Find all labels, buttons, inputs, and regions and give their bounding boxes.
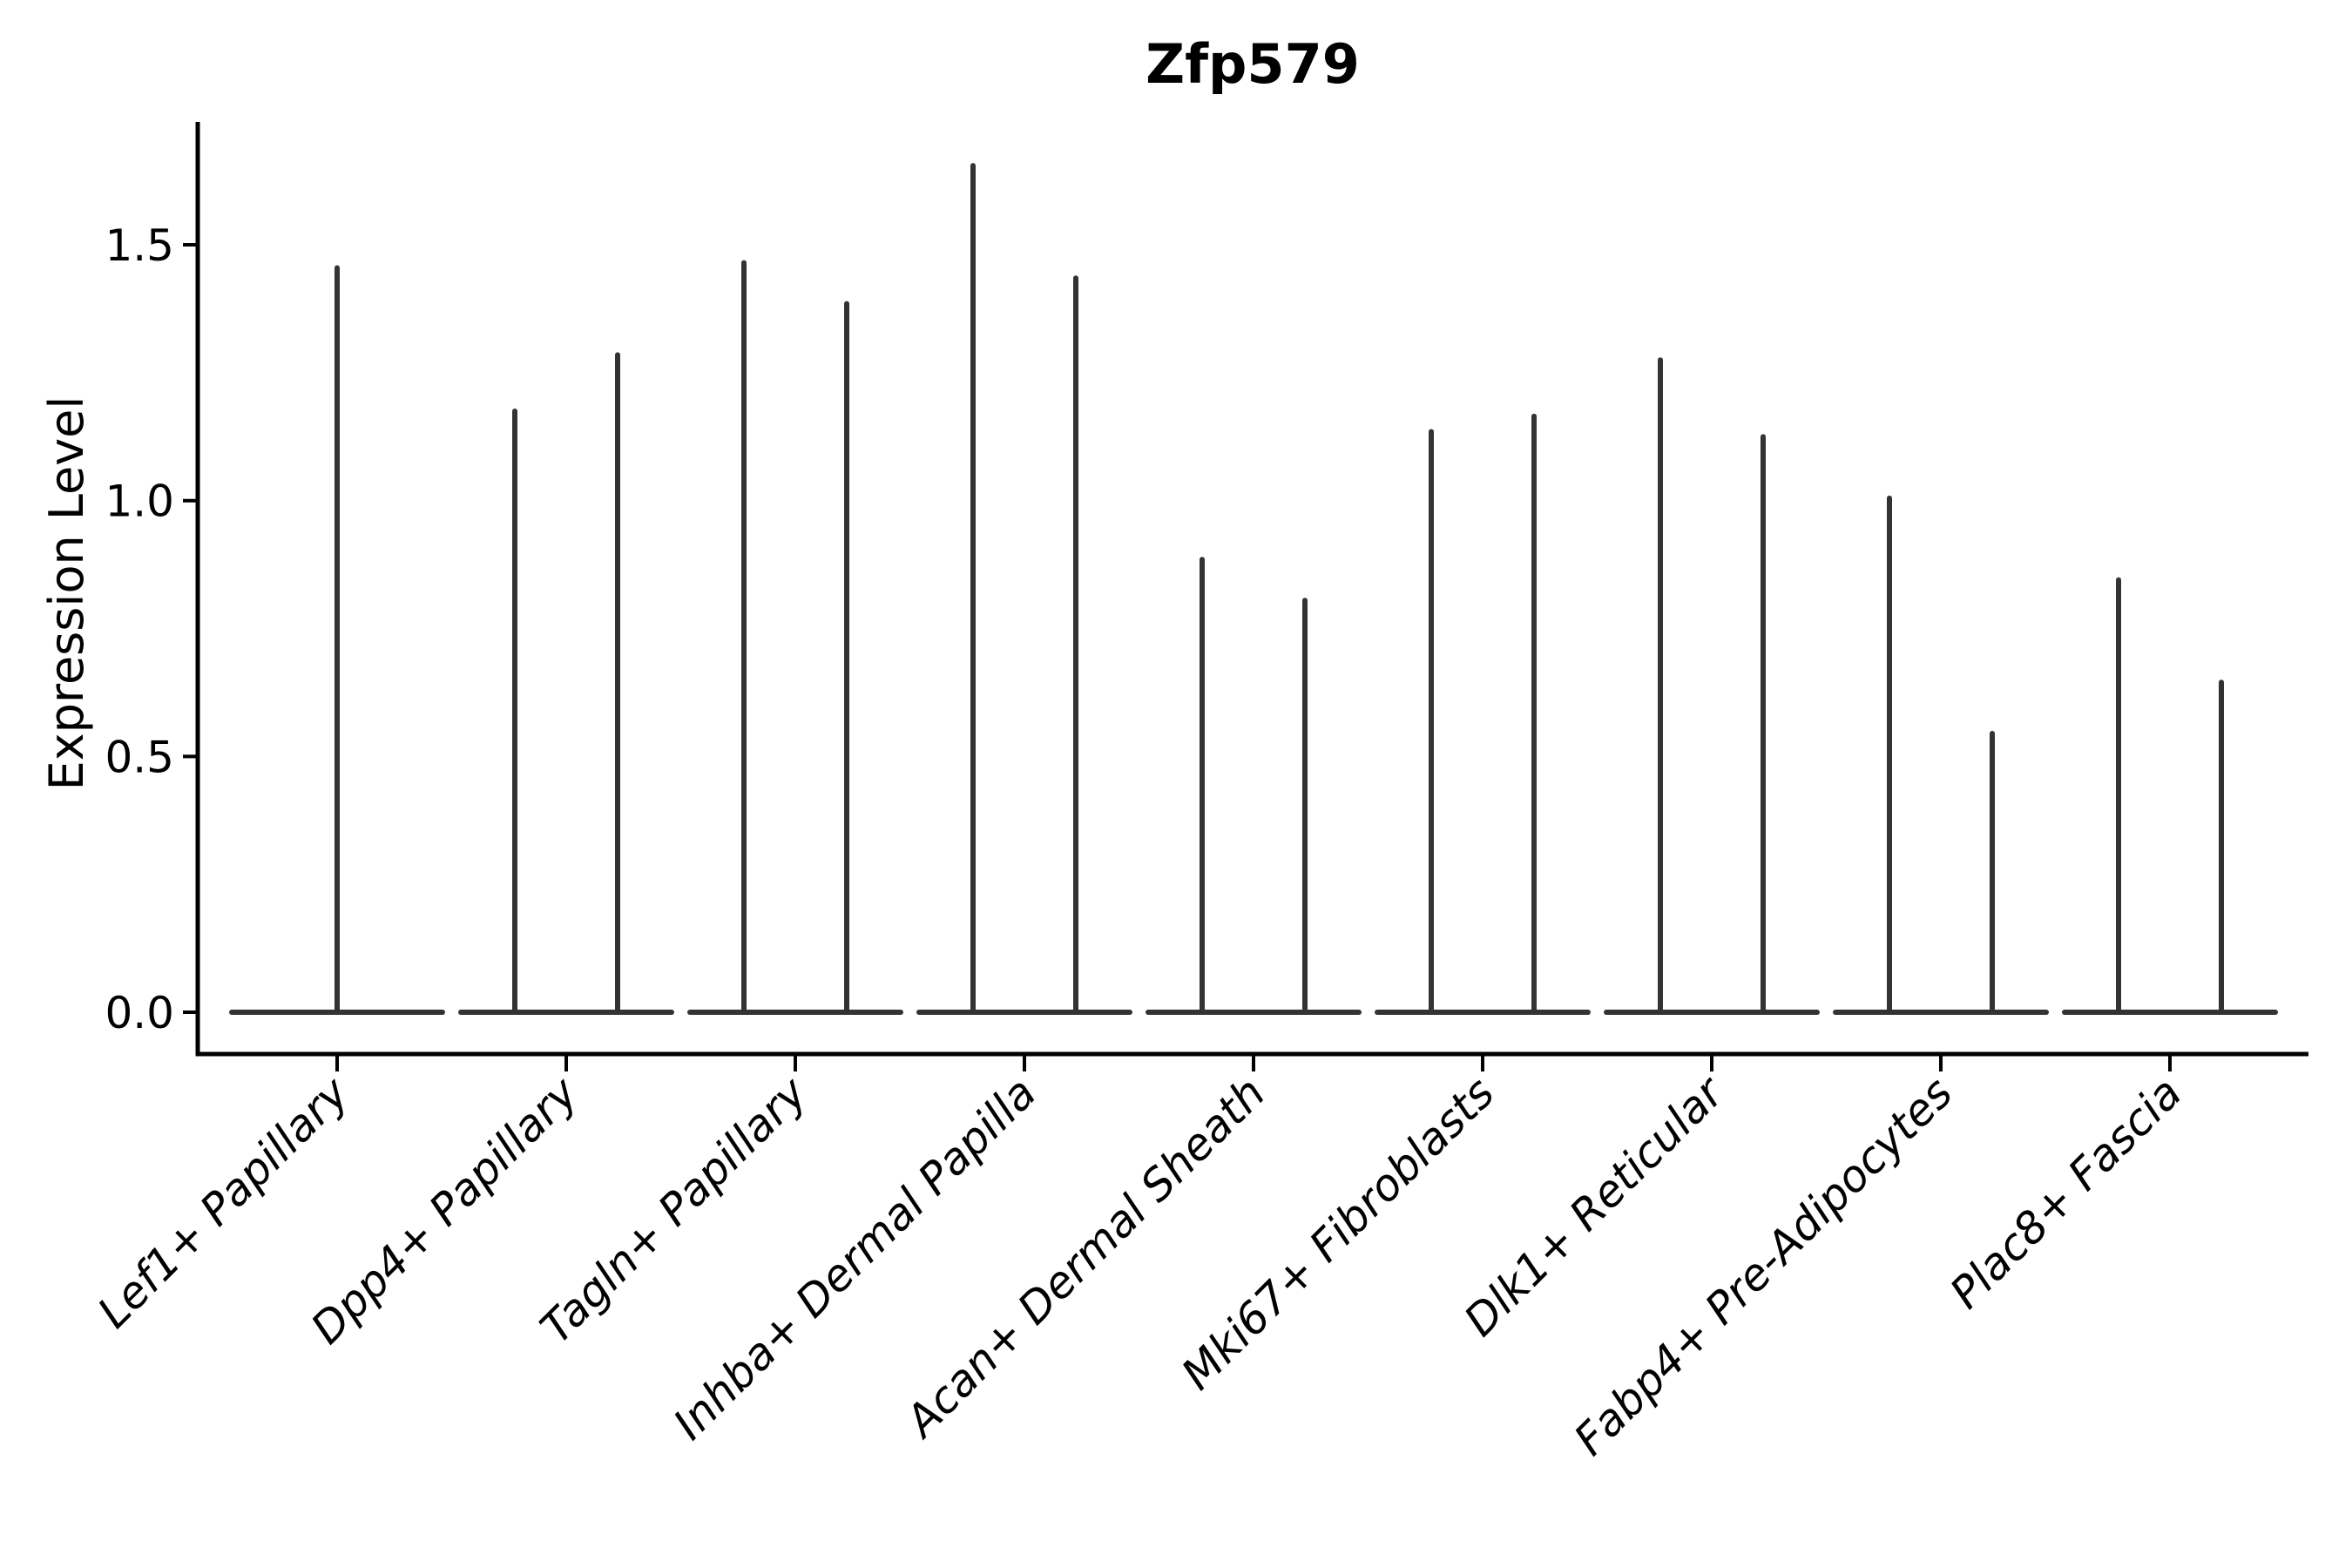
- violin-plac8-fascia: [2062, 577, 2278, 1015]
- y-tick-label: 1.5: [105, 220, 174, 271]
- y-tick-label: 1.0: [105, 476, 174, 527]
- violins-group: [229, 163, 2278, 1015]
- violin-inhba-dermal-papilla: [916, 163, 1132, 1015]
- violin-tagln-papillary: [687, 260, 903, 1015]
- x-tick-label: Lef1+ Papillary: [88, 1066, 359, 1337]
- violin-lef1-papillary: [229, 265, 445, 1015]
- x-tick-label: Fabp4+ Pre-Adipocytes: [1565, 1067, 1963, 1465]
- plot-title: Zfp579: [1146, 32, 1360, 96]
- y-axis-ticks: 0.0 0.5 1.0 1.5: [105, 220, 198, 1038]
- y-tick-label: 0.5: [105, 732, 174, 782]
- axes-spines: [195, 122, 2308, 1057]
- violin-dlk1-reticular: [1604, 357, 1820, 1015]
- x-tick-label: Plac8+ Fascia: [1941, 1067, 2192, 1318]
- violin-acan-dermal-sheath: [1146, 557, 1362, 1015]
- x-tick-label: Inhba+ Dermal Papilla: [664, 1067, 1045, 1449]
- x-tick-label: Acan+ Dermal Sheath: [895, 1067, 1275, 1448]
- y-axis-label: Expression Level: [39, 396, 94, 791]
- violin-dpp4-papillary: [458, 352, 674, 1015]
- violin-fabp4-pre-adipocytes: [1833, 495, 2049, 1015]
- violin-mki67-fibroblasts: [1375, 413, 1591, 1015]
- y-tick-label: 0.0: [105, 988, 174, 1038]
